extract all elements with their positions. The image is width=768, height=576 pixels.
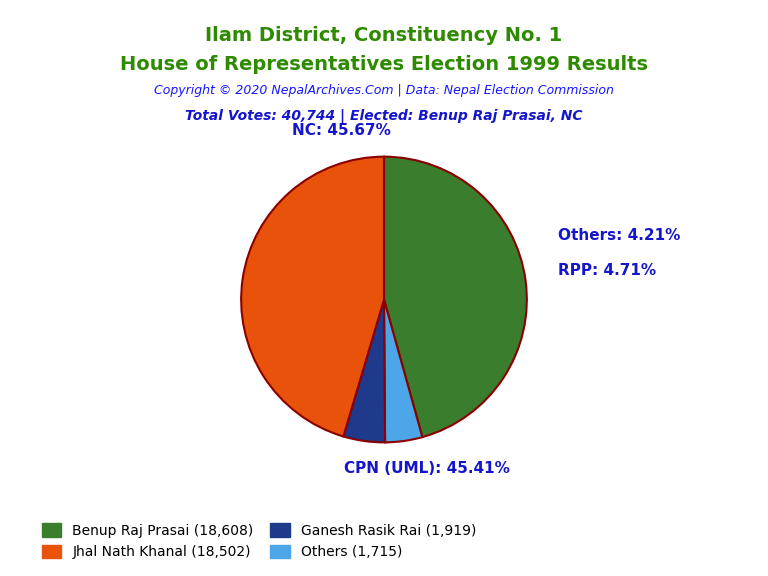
Text: Others: 4.21%: Others: 4.21%: [558, 228, 680, 242]
Wedge shape: [241, 157, 384, 437]
Wedge shape: [343, 300, 385, 442]
Wedge shape: [384, 157, 527, 437]
Wedge shape: [384, 300, 422, 442]
Text: NC: 45.67%: NC: 45.67%: [292, 123, 391, 138]
Text: CPN (UML): 45.41%: CPN (UML): 45.41%: [344, 461, 510, 476]
Text: House of Representatives Election 1999 Results: House of Representatives Election 1999 R…: [120, 55, 648, 74]
Text: Total Votes: 40,744 | Elected: Benup Raj Prasai, NC: Total Votes: 40,744 | Elected: Benup Raj…: [185, 109, 583, 123]
Text: Copyright © 2020 NepalArchives.Com | Data: Nepal Election Commission: Copyright © 2020 NepalArchives.Com | Dat…: [154, 84, 614, 97]
Legend: Benup Raj Prasai (18,608), Jhal Nath Khanal (18,502), Ganesh Rasik Rai (1,919), : Benup Raj Prasai (18,608), Jhal Nath Kha…: [38, 519, 481, 563]
Text: RPP: 4.71%: RPP: 4.71%: [558, 263, 657, 278]
Text: Ilam District, Constituency No. 1: Ilam District, Constituency No. 1: [205, 26, 563, 45]
